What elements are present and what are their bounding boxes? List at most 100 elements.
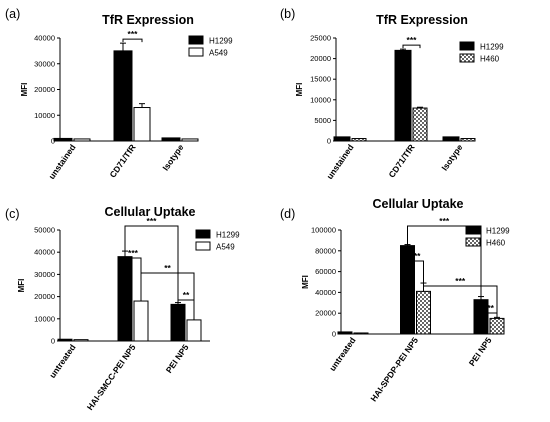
- chart-panel-b: (b) TfR Expression 0 5000 10000 15000 20000 250…: [280, 7, 504, 181]
- y-tick-label: 20000: [34, 85, 55, 94]
- x-tick-label: PEI NP5: [164, 342, 191, 375]
- x-tick-label: PEI NP5: [467, 335, 494, 368]
- y-tick-label: 40000: [34, 34, 55, 43]
- bar-h460-0: [353, 332, 369, 335]
- legend-swatch: [195, 229, 211, 239]
- significance-bracket: [122, 38, 143, 43]
- y-tick-label: 20000: [34, 292, 55, 301]
- legend-swatch: [188, 35, 204, 45]
- legend-label: H460: [486, 239, 506, 248]
- y-tick-label: 0: [51, 137, 55, 146]
- bar-h460-1: [412, 107, 428, 142]
- y-tick-label: 20000: [310, 54, 331, 63]
- chart-title: Cellular Uptake: [372, 197, 463, 211]
- x-tick-label: untreated: [47, 342, 77, 379]
- y-tick-label: 80000: [315, 246, 336, 255]
- bar-h1299-0: [333, 136, 351, 142]
- significance-bracket: [402, 44, 421, 49]
- y-tick-label: 10000: [310, 95, 331, 104]
- bar-h1299-1: [113, 50, 133, 142]
- significance-label: **: [183, 290, 190, 300]
- x-tick-label: untreated: [327, 335, 357, 372]
- y-tick-label: 10000: [34, 111, 55, 120]
- significance-label: ***: [455, 276, 466, 286]
- x-tick-label: unstained: [324, 142, 355, 181]
- x-tick-label: unstained: [46, 142, 77, 181]
- bar-h1299-0: [57, 338, 73, 342]
- significance-label: ***: [128, 29, 139, 39]
- y-tick-label: 20000: [315, 309, 336, 318]
- chart-panel-d: (d) Cellular Uptake 0 20000 40000 60000 80000 1…: [280, 197, 510, 403]
- bar-h460-1: [416, 290, 431, 335]
- significance-bracket: [423, 283, 498, 318]
- significance-label: ***: [407, 35, 418, 45]
- significance-bracket: [177, 299, 195, 320]
- x-tick-label: Isotype: [160, 142, 185, 172]
- bar-h1299-0: [53, 137, 73, 142]
- y-axis-label: MFI: [17, 279, 26, 293]
- significance-bracket: [407, 244, 424, 284]
- bar-h1299-0: [337, 331, 353, 335]
- legend-label: A549: [209, 49, 228, 58]
- y-tick-label: 0: [332, 330, 336, 339]
- legend-swatch: [459, 41, 475, 51]
- bar-a549-1: [133, 300, 149, 342]
- y-tick-label: 15000: [310, 75, 331, 84]
- significance-label: ***: [439, 216, 450, 226]
- y-tick-label: 100000: [311, 226, 336, 235]
- legend-label: H1299: [216, 231, 240, 240]
- y-tick-label: 5000: [314, 116, 331, 125]
- x-tick-label: HAI-SPDP-PEI NP5: [368, 335, 420, 403]
- bar-h1299-1: [117, 256, 133, 342]
- y-tick-label: 30000: [34, 270, 55, 279]
- legend-label: A549: [216, 243, 235, 252]
- y-axis-label: MFI: [295, 83, 304, 97]
- y-axis-label: MFI: [301, 275, 310, 289]
- chart-panel-c: (c) Cellular Uptake 0 10000 20000 30000 40000 5…: [5, 205, 240, 412]
- significance-bracket: [407, 225, 482, 297]
- x-tick-label: Isotype: [439, 142, 464, 172]
- bar-h460-2: [460, 138, 476, 142]
- bar-a549-0: [73, 138, 91, 142]
- bar-h1299-2: [161, 137, 181, 142]
- y-tick-label: 0: [51, 337, 55, 346]
- chart-title: Cellular Uptake: [104, 205, 195, 219]
- legend-label: H460: [480, 55, 500, 64]
- panel-label: (a): [5, 7, 20, 21]
- bar-a549-2: [181, 138, 199, 142]
- y-tick-label: 0: [327, 137, 331, 146]
- y-axis-label: MFI: [20, 83, 29, 97]
- y-tick-label: 25000: [310, 34, 331, 43]
- legend-label: H1299: [480, 43, 504, 52]
- chart-panel-a: (a) TfR Expression 0 10000 20000 30000 40000 MF…: [5, 7, 233, 181]
- significance-bracket: [124, 225, 179, 303]
- chart-title: TfR Expression: [376, 13, 468, 27]
- panel-label: (b): [280, 7, 295, 21]
- bar-h1299-2: [442, 136, 460, 142]
- panel-label: (c): [5, 207, 20, 221]
- legend-swatch: [465, 237, 481, 247]
- y-tick-label: 40000: [34, 248, 55, 257]
- x-tick-label: HAI-SMCC-PEI NP5: [85, 342, 138, 412]
- significance-label: **: [164, 263, 171, 273]
- bar-h1299-2: [170, 303, 186, 342]
- y-tick-label: 30000: [34, 59, 55, 68]
- significance-bracket: [140, 272, 195, 320]
- bar-h460-0: [351, 138, 367, 142]
- y-tick-label: 60000: [315, 267, 336, 276]
- significance-label: ***: [128, 248, 139, 258]
- y-tick-label: 50000: [34, 226, 55, 235]
- legend-swatch: [195, 241, 211, 251]
- significance-label: ***: [147, 216, 158, 226]
- bar-a549-2: [186, 319, 202, 342]
- y-tick-label: 40000: [315, 288, 336, 297]
- bar-a549-0: [73, 339, 89, 342]
- panel-label: (d): [280, 207, 295, 221]
- bar-a549-1: [133, 107, 151, 142]
- legend-swatch: [459, 53, 475, 63]
- legend-swatch: [188, 47, 204, 57]
- significance-label: ***: [484, 303, 495, 313]
- x-tick-label: CD71/TfR: [386, 142, 416, 179]
- significance-label: ***: [411, 251, 422, 261]
